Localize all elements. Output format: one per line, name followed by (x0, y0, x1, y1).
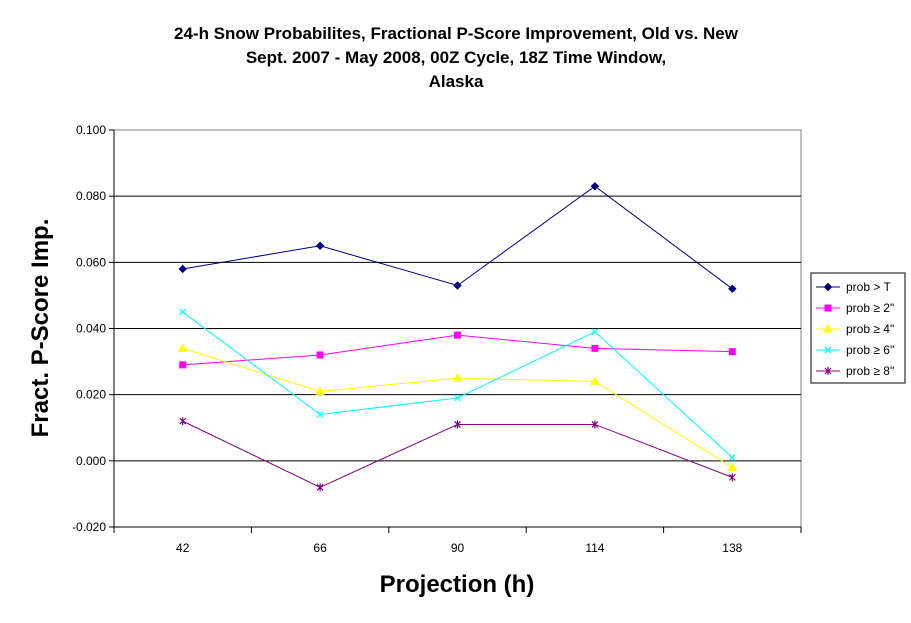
series-4 (179, 308, 736, 461)
data-point (177, 343, 188, 352)
chart-title-line-3: Alaska (429, 72, 484, 91)
x-axis: 42 66 90 114 138 (113, 526, 802, 555)
data-point (315, 386, 325, 395)
legend-marker (824, 367, 832, 375)
legend-marker (824, 346, 832, 354)
data-point (591, 344, 599, 352)
x-tick-label: 66 (313, 541, 327, 555)
chart-title-line-1: 24-h Snow Probabilites, Fractional P-Sco… (174, 24, 739, 43)
legend-marker (823, 282, 833, 292)
data-point (179, 417, 187, 426)
data-point (454, 394, 461, 402)
y-tick-label: 0.020 (76, 388, 106, 402)
data-point (728, 454, 736, 461)
y-tick-label: -0.020 (72, 520, 106, 534)
data-point (728, 473, 736, 482)
legend-entry: prob ≥ 2" (816, 301, 894, 315)
x-tick-label: 90 (451, 541, 465, 555)
data-point (452, 373, 463, 382)
data-point (316, 483, 324, 492)
legend-entry: prob > T (816, 280, 891, 294)
data-point (728, 348, 736, 356)
legend-label: prob ≥ 8" (846, 364, 894, 378)
legend-label: prob ≥ 4" (846, 322, 894, 336)
y-tick-label: 0.100 (76, 123, 106, 137)
data-point (591, 420, 599, 429)
series-2 (179, 331, 736, 369)
data-point (453, 281, 462, 290)
data-point (316, 351, 324, 359)
legend-label: prob > T (846, 280, 891, 294)
legend-label: prob ≥ 2" (846, 301, 894, 315)
series-group (177, 182, 738, 492)
y-tick-label: 0.060 (76, 255, 106, 269)
y-axis: -0.020 0.000 0.020 0.040 0.060 0.080 0.100 (72, 123, 115, 534)
chart-title-line-2: Sept. 2007 - May 2008, 00Z Cycle, 18Z Ti… (246, 48, 666, 67)
x-tick-label: 114 (585, 541, 604, 555)
legend-marker (823, 323, 833, 333)
y-axis-title: Fract. P-Score Imp. (27, 219, 54, 438)
x-axis-title: Projection (h) (380, 571, 535, 598)
data-point (728, 284, 737, 294)
data-point (179, 308, 187, 316)
x-tick-label: 138 (722, 541, 742, 555)
y-tick-label: 0.040 (76, 322, 106, 336)
data-point (590, 376, 600, 385)
y-tick-label: 0.000 (76, 454, 106, 468)
series-3 (177, 343, 738, 471)
legend: prob > T prob ≥ 2" prob ≥ 4" prob ≥ 6" prob … (810, 272, 906, 384)
legend-label: prob ≥ 6" (846, 343, 894, 357)
data-point (454, 331, 461, 339)
data-point (591, 328, 599, 336)
y-tick-label: 0.080 (76, 189, 106, 203)
legend-entry: prob ≥ 6" (816, 343, 894, 357)
series-1 (178, 182, 737, 294)
data-point (316, 411, 324, 418)
data-point (590, 182, 600, 191)
data-point (179, 361, 187, 369)
grid-lines (114, 195, 801, 462)
data-point (178, 264, 187, 274)
legend-entry: prob ≥ 8" (816, 364, 894, 378)
legend-entry: prob ≥ 4" (816, 322, 894, 336)
data-point (454, 420, 461, 429)
x-tick-label: 42 (176, 541, 190, 555)
data-point (315, 241, 325, 250)
legend-marker (824, 304, 832, 312)
series-5 (179, 417, 736, 492)
data-point (727, 462, 738, 471)
